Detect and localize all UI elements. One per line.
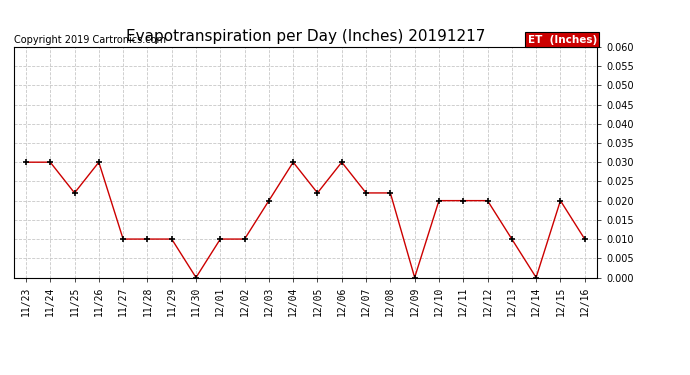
Text: ET  (Inches): ET (Inches) [528,34,597,45]
Text: Copyright 2019 Cartronics.com: Copyright 2019 Cartronics.com [14,34,166,45]
Title: Evapotranspiration per Day (Inches) 20191217: Evapotranspiration per Day (Inches) 2019… [126,29,485,44]
